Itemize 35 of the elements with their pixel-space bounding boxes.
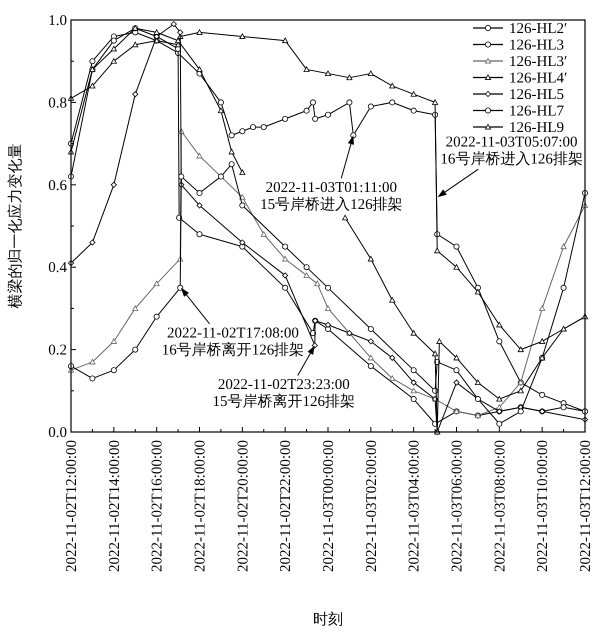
- y-axis-title: 横梁的归一化应力变化量: [7, 144, 24, 308]
- y-tick-label: 0.4: [48, 260, 68, 276]
- x-tick-label: 2022-11-02T20:00:00: [235, 440, 252, 572]
- legend-label: 126-HL7: [509, 104, 564, 120]
- x-tick-label: 2022-11-02T12:00:00: [64, 440, 80, 572]
- x-tick-label: 2022-11-02T14:00:00: [106, 440, 123, 572]
- annotation: 2022-11-03T01:11:00 15号岸桥进入126排架: [260, 180, 403, 213]
- y-tick-label: 0.8: [48, 95, 67, 112]
- annotation: 2022-11-03T05:07:00 16号岸桥进入126排架: [440, 134, 583, 168]
- annotation: 2022-11-03T05:07:00 16号岸桥进入126排架: [438, 134, 583, 198]
- y-tick-label: 0.0: [48, 425, 67, 441]
- x-tick-label: 2022-11-02T22:00:00: [278, 440, 294, 572]
- legend-label: 126-HL3′: [509, 54, 568, 70]
- legend-label: 126-HL2′: [509, 21, 568, 37]
- legend-label: 126-HL4′: [509, 70, 568, 86]
- annotation: 2022-11-03T01:11:00 15号岸桥进入126排架: [260, 135, 403, 213]
- x-tick-label: 2022-11-02T16:00:00: [150, 440, 166, 572]
- x-tick-label: 2022-11-03T08:00:00: [492, 440, 508, 572]
- x-tick-label: 2022-11-02T18:00:00: [192, 440, 208, 572]
- legend-label: 126-HL9: [509, 120, 564, 136]
- x-tick-label: 2022-11-03T00:00:00: [321, 440, 337, 572]
- y-tick-label: 1.0: [48, 13, 67, 29]
- x-tick-label: 2022-11-03T06:00:00: [450, 440, 466, 572]
- x-axis-title: 时刻: [313, 611, 343, 628]
- annotation: 2022-11-02T17:08:00 16号岸桥离开126排架: [162, 288, 304, 358]
- y-tick-label: 0.6: [48, 178, 68, 194]
- x-tick-label: 2022-11-03T04:00:00: [406, 440, 423, 572]
- y-tick-label: 0.2: [48, 342, 67, 359]
- annotation: 2022-11-02T23:23:00 15号岸桥离开126排架: [212, 376, 356, 410]
- x-tick-label: 2022-11-03T12:00:00: [578, 440, 594, 572]
- legend-label: 126-HL5: [509, 87, 564, 103]
- x-tick-label: 2022-11-03T10:00:00: [535, 440, 552, 572]
- legend-label: 126-HL3: [509, 38, 564, 54]
- annotation: 2022-11-02T17:08:00 16号岸桥离开126排架: [162, 325, 304, 358]
- x-tick-label: 2022-11-03T02:00:00: [364, 440, 380, 572]
